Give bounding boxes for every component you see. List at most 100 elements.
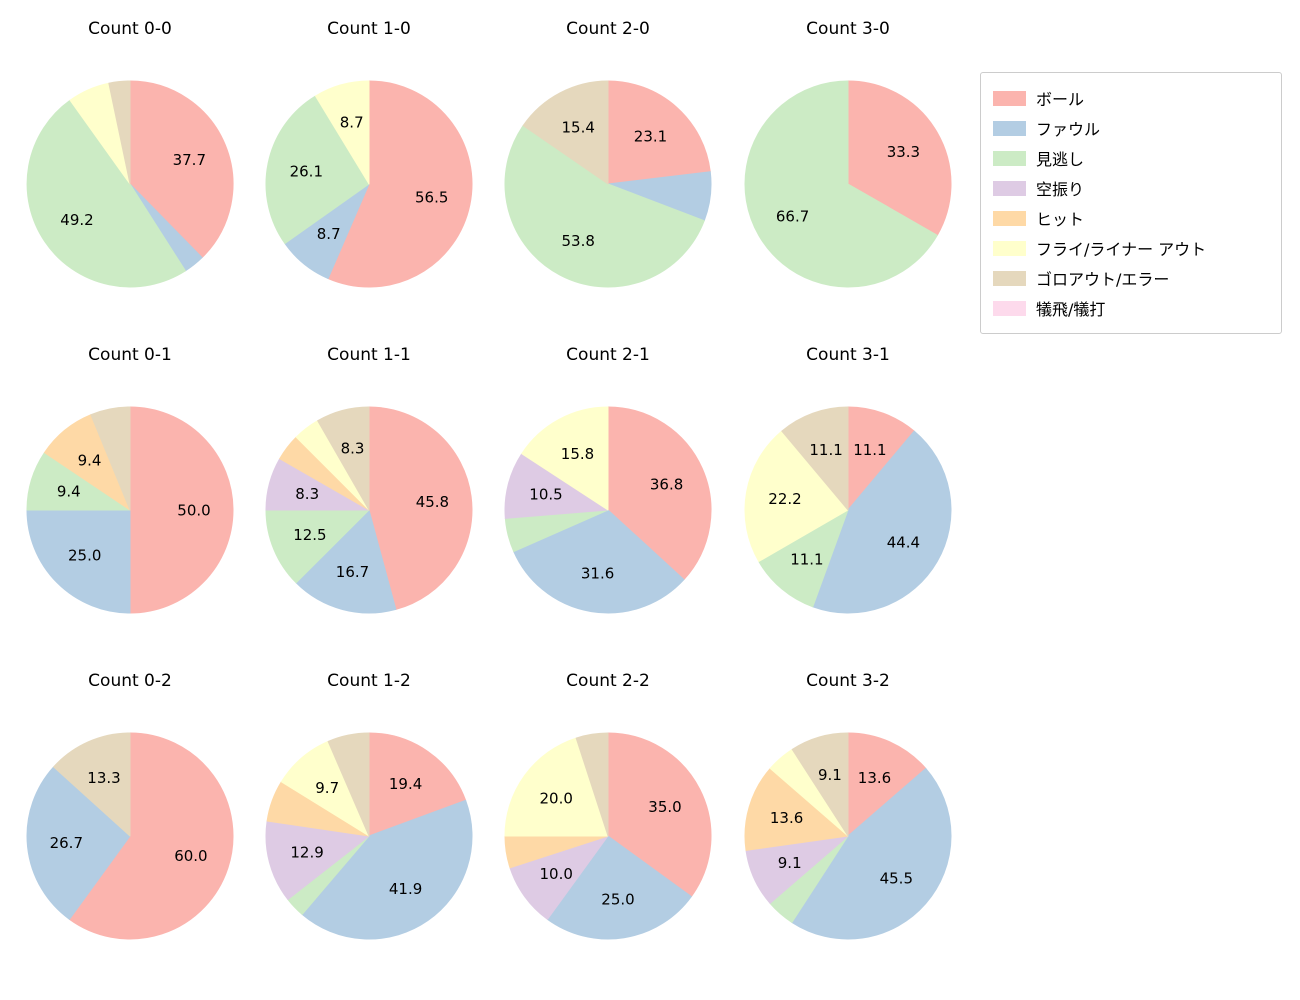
legend-label: ヒット [1036, 210, 1085, 229]
pie-slice-groundout-error [53, 732, 131, 837]
pie-slice-called-strike [504, 125, 705, 288]
legend-item-groundout-error: ゴロアウト/エラー [993, 263, 1269, 293]
pie-slice-ball [847, 732, 927, 837]
pie-slice-swinging-strike [265, 820, 370, 900]
slice-label: 22.2 [768, 490, 801, 508]
slice-label: 31.6 [581, 564, 614, 582]
slice-label: 66.7 [776, 207, 809, 225]
legend-item-foul: ファウル [993, 113, 1269, 143]
legend-swatch-fly-liner-out [993, 240, 1026, 256]
pie-slice-foul [546, 835, 692, 940]
slice-label: 16.7 [336, 563, 369, 581]
pie: 45.8 16.7 12.5 8.3 8.3 [265, 406, 473, 614]
pie-slice-groundout-error [575, 732, 609, 837]
pie-slice-groundout-error [781, 406, 849, 511]
legend-item-fly-liner-out: フライ/ライナー アウト [993, 233, 1269, 263]
pie: 60.0 26.7 13.3 [26, 732, 234, 940]
pie-slice-foul [513, 509, 685, 614]
pie-slice-called-strike [265, 95, 370, 244]
pie-slice-foul [295, 509, 397, 614]
pie-slice-ball [847, 406, 915, 511]
legend-swatch-groundout-error [993, 270, 1026, 286]
chart-title: Count 3-0 [806, 19, 890, 39]
slice-label: 45.5 [880, 869, 913, 887]
pie-chart-count-1-1: Count 1-1 45.8 16.7 12.5 8.3 8.3 [249, 340, 489, 640]
slice-label: 11.1 [790, 550, 823, 568]
pie-slice-ball [368, 732, 467, 837]
pie-slice-swinging-strike [504, 453, 609, 519]
pie: 11.1 44.4 11.1 22.2 11.1 [744, 406, 952, 614]
chart-title: Count 1-0 [327, 19, 411, 39]
slice-label: 26.7 [50, 834, 83, 852]
slice-label: 45.8 [416, 493, 449, 511]
slice-label: 9.1 [778, 854, 802, 872]
pie: 19.4 41.9 12.9 9.7 [265, 732, 473, 940]
legend-swatch-sacrifice [993, 300, 1026, 316]
pie-slice-foul [812, 430, 952, 614]
pie: 23.1 53.8 15.4 [504, 80, 712, 288]
slice-label: 53.8 [561, 232, 594, 250]
pie-chart-count-1-0: Count 1-0 56.5 8.7 26.1 8.7 [249, 14, 489, 314]
slice-label: 44.4 [887, 533, 920, 551]
slice-label: 50.0 [177, 501, 210, 519]
chart-title: Count 2-0 [566, 19, 650, 39]
slice-label: 13.3 [87, 769, 120, 787]
pie-slice-ball [368, 406, 473, 610]
chart-title: Count 3-2 [806, 671, 890, 691]
legend-item-swinging-strike: 空振り [993, 173, 1269, 203]
pie-slice-fly-liner-out [314, 80, 370, 185]
slice-label: 9.4 [78, 452, 102, 470]
slice-label: 8.7 [340, 114, 364, 132]
pie-slice-groundout-error [791, 732, 849, 837]
pie-slice-foul [26, 509, 131, 614]
pie-chart-count-1-2: Count 1-2 19.4 41.9 12.9 9.7 [249, 666, 489, 966]
legend-label: ファウル [1036, 120, 1101, 139]
pie: 35.0 25.0 10.0 20.0 [504, 732, 712, 940]
pie-slice-called-strike [265, 509, 370, 584]
slice-label: 8.3 [341, 439, 365, 457]
pie-slice-ball [68, 732, 234, 940]
chart-title: Count 1-1 [327, 345, 411, 365]
pie-chart-count-0-0: Count 0-0 37.7 49.2 [10, 14, 250, 314]
pie: 36.8 31.6 10.5 15.8 [504, 406, 712, 614]
pie-chart-count-2-1: Count 2-1 36.8 31.6 10.5 15.8 [488, 340, 728, 640]
slice-label: 11.1 [809, 441, 842, 459]
pie-slice-fly-liner-out [744, 430, 849, 562]
slice-label: 13.6 [770, 809, 803, 827]
pie-chart-count-3-0: Count 3-0 33.3 66.7 [728, 14, 968, 314]
slice-label: 8.3 [295, 485, 319, 503]
chart-title: Count 0-2 [88, 671, 172, 691]
slice-label: 19.4 [389, 775, 422, 793]
slice-label: 9.4 [57, 483, 81, 501]
legend-swatch-foul [993, 120, 1026, 136]
slice-label: 20.0 [539, 790, 572, 808]
pie-chart-count-2-0: Count 2-0 23.1 53.8 15.4 [488, 14, 728, 314]
legend-label: フライ/ライナー アウト [1036, 240, 1207, 259]
legend-label: ボール [1036, 90, 1085, 109]
legend: ボールファウル見逃し空振りヒットフライ/ライナー アウトゴロアウト/エラー 犠飛/… [980, 72, 1282, 334]
pie-slice-called-strike [744, 80, 938, 288]
legend-label: 見逃し [1036, 150, 1085, 169]
slice-label: 12.9 [290, 844, 323, 862]
slice-label: 15.8 [561, 445, 594, 463]
slice-label: 25.0 [601, 890, 634, 908]
legend-item-sacrifice: 犠飛/犠打 [993, 293, 1269, 323]
pie-slice-ball [129, 80, 234, 259]
slice-label: 25.0 [68, 547, 101, 565]
chart-title: Count 0-1 [88, 345, 172, 365]
slice-label: 8.7 [317, 225, 341, 243]
pie: 37.7 49.2 [26, 80, 234, 288]
legend-swatch-hit [993, 210, 1026, 226]
slice-label: 33.3 [887, 143, 920, 161]
pie-slice-fly-liner-out [521, 406, 609, 511]
slice-label: 35.0 [648, 798, 681, 816]
pie: 56.5 8.7 26.1 8.7 [265, 80, 473, 288]
pie-slice-fly-liner-out [504, 737, 609, 837]
pie-slice-ball [847, 80, 952, 236]
slice-label: 23.1 [634, 127, 667, 145]
slice-label: 9.7 [315, 779, 339, 797]
slice-label: 37.7 [173, 151, 206, 169]
pie: 13.6 45.5 9.1 13.6 9.1 [744, 732, 952, 940]
pie-slice-ball [607, 80, 711, 185]
